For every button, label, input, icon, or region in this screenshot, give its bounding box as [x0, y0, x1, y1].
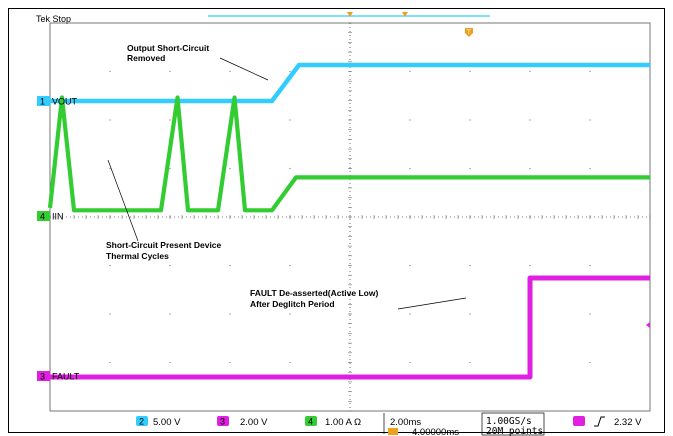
- grid-dot: [109, 264, 111, 267]
- grid-dot: [289, 70, 291, 73]
- grid-dot: [109, 119, 111, 121]
- grid-dot: [289, 361, 291, 364]
- grid-dot: [469, 70, 471, 73]
- trace-vout: [50, 62, 650, 104]
- trigger-position-marker: [347, 12, 353, 17]
- grid-dot: [289, 119, 291, 121]
- annotation-thermal-pointer: [107, 159, 139, 242]
- sample-rate: 1.00GS/s: [486, 416, 532, 427]
- annotation-thermal-cycles: Short-Circuit Present Device Thermal Cyc…: [106, 159, 222, 261]
- grid-dot: [589, 167, 591, 170]
- ch2-scale: 5.00 V: [153, 417, 181, 428]
- channel-marker-iin: 4 IIN: [37, 211, 64, 222]
- channel-marker-fault-number: 3: [40, 372, 45, 382]
- grid-dot: [109, 70, 111, 73]
- channel-label-vout: VOUT: [52, 97, 78, 107]
- ch4-number: 4: [308, 417, 313, 427]
- grid-dot: [529, 70, 531, 73]
- grid-dot: [589, 264, 591, 267]
- grid-dot: [589, 119, 591, 121]
- trigger-level: 2.32 V: [614, 417, 642, 428]
- grid-dot: [229, 313, 231, 315]
- grid-dot: [469, 313, 471, 315]
- grid-dot: [469, 264, 471, 267]
- grid-dot: [169, 70, 171, 73]
- outer-frame: [8, 8, 665, 433]
- status-bar: 2 5.00 V 3 2.00 V 4 1.00 A Ω 2.00ms 4.00…: [136, 412, 642, 436]
- trigger-t-marker-icon: [465, 28, 473, 37]
- grid-dot: [529, 264, 531, 267]
- grid-dot: [169, 119, 171, 121]
- grid-dot: [409, 264, 411, 267]
- trigger-source-badge: [573, 416, 585, 426]
- annotation-removed-line2: Removed: [127, 53, 165, 63]
- delay-value: 4.00000ms: [412, 427, 459, 436]
- fault-reference-marker: [646, 322, 650, 328]
- grid-dot: [229, 167, 231, 170]
- grid-dot: [229, 264, 231, 267]
- channel-marker-vout: 1 VOUT: [37, 96, 78, 107]
- grid-dot: [169, 264, 171, 267]
- trigger-t-glyph: T: [467, 30, 471, 36]
- grid-dot: [409, 361, 411, 364]
- waveform-traces: [47, 62, 650, 380]
- ch3-badge: [217, 416, 229, 426]
- acquisition-box: [481, 412, 545, 436]
- trace-fault: [50, 275, 650, 380]
- grid-dot: [469, 119, 471, 121]
- annotation-removed-pointer: [219, 57, 269, 81]
- grid-dot: [589, 70, 591, 73]
- grid-dot: [529, 119, 531, 121]
- grid-dot: [109, 167, 111, 170]
- grid-dot: [529, 167, 531, 170]
- grid-dot: [169, 313, 171, 315]
- annotation-short-circuit-removed: Output Short-Circuit Removed: [127, 43, 269, 81]
- grid-dot: [409, 313, 411, 315]
- grid-dot: [109, 361, 111, 364]
- channel-label-fault: FAULT: [52, 372, 80, 382]
- delay-icon: [388, 428, 398, 435]
- grid-dot: [289, 264, 291, 267]
- ch3-number: 3: [220, 417, 225, 427]
- ch4-scale: 1.00 A Ω: [325, 417, 361, 428]
- channel-marker-vout-number: 1: [40, 97, 45, 107]
- grid-dot: [289, 167, 291, 170]
- record-length: 20M points: [486, 426, 543, 436]
- annotation-thermal-line2: Thermal Cycles: [106, 251, 169, 261]
- rising-edge-icon: [594, 416, 605, 427]
- channel-label-iin: IIN: [52, 212, 64, 222]
- channel-marker-fault: 3 FAULT: [37, 371, 80, 382]
- ch3-scale: 2.00 V: [240, 417, 268, 428]
- annotation-fault-deasserted: FAULT De-asserted(Active Low) After Degl…: [250, 288, 467, 310]
- grid-dot: [229, 361, 231, 364]
- annotation-thermal-line1: Short-Circuit Present Device: [106, 240, 222, 250]
- grid-dot: [589, 361, 591, 364]
- grid-dot: [469, 361, 471, 364]
- grid-dot: [409, 119, 411, 121]
- annotation-fault-pointer: [397, 297, 467, 310]
- trace-iin-detail: [49, 97, 650, 211]
- annotation-fault-line1: FAULT De-asserted(Active Low): [250, 288, 378, 298]
- grid-dot: [589, 313, 591, 315]
- acquisition-status: Tek Stop: [36, 14, 71, 24]
- grid-dot: [169, 167, 171, 170]
- grid-dot: [409, 70, 411, 73]
- ch2-badge: [136, 416, 148, 426]
- grid-dot: [409, 167, 411, 170]
- annotation-removed-line1: Output Short-Circuit: [127, 43, 209, 53]
- ch4-badge: [305, 416, 317, 426]
- grid-dot: [229, 70, 231, 73]
- grid-dot: [469, 167, 471, 170]
- timebase: 2.00ms: [390, 417, 421, 428]
- ch2-number: 2: [139, 417, 144, 427]
- grid-dot: [289, 313, 291, 315]
- grid-dot: [169, 361, 171, 364]
- channel-marker-iin-number: 4: [40, 212, 45, 222]
- annotation-fault-line2: After Deglitch Period: [250, 299, 335, 309]
- expansion-point-marker: [402, 12, 408, 17]
- grid-dot: [109, 313, 111, 315]
